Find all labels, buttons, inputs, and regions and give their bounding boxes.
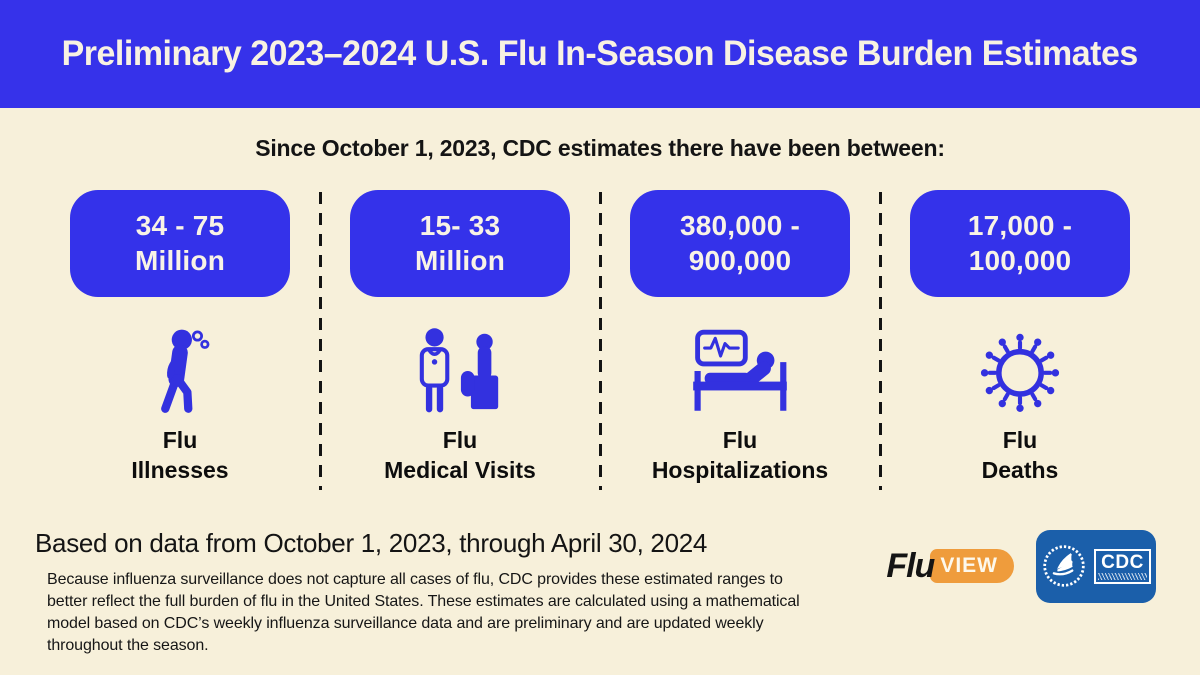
column-label: Flu Deaths <box>982 425 1059 486</box>
column-label: Flu Hospitalizations <box>652 425 828 486</box>
subtitle: Since October 1, 2023, CDC estimates the… <box>255 135 945 161</box>
hhs-eagle-icon <box>1043 545 1085 587</box>
range-line1: 17,000 - <box>967 210 1073 242</box>
data-range-heading: Based on data from October 1, 2023, thro… <box>35 528 708 558</box>
range-line1: 380,000 - <box>679 210 801 242</box>
dashed-divider <box>318 192 322 490</box>
column-flu-medical-visits: 15- 33 Million Flu Medical Visits <box>322 190 599 486</box>
hospital-bed-icon <box>687 323 793 419</box>
column-flu-deaths: 17,000 - 100,000 <box>882 190 1159 486</box>
column-label: Flu Illnesses <box>131 425 228 486</box>
column-flu-hospitalizations: 380,000 - 900,000 Flu Hospitalizations <box>602 190 879 486</box>
dashed-divider <box>878 192 882 490</box>
column-flu-illnesses: 34 - 75 Million Flu Illnesses <box>42 190 319 486</box>
range-line1: 34 - 75 <box>135 210 225 242</box>
range-line2: Million <box>414 244 506 276</box>
estimate-range-badge: 15- 33 Million <box>350 190 570 297</box>
virus-icon <box>974 323 1066 419</box>
estimate-range-badge: 380,000 - 900,000 <box>630 190 850 297</box>
title-banner: Preliminary 2023–2024 U.S. Flu In-Season… <box>0 0 1200 108</box>
estimate-range-badge: 17,000 - 100,000 <box>910 190 1130 297</box>
estimate-range-badge: 34 - 75 Million <box>70 190 290 297</box>
label-line1: Flu <box>722 427 758 453</box>
sneezing-person-icon <box>134 323 226 419</box>
range-line2: 100,000 <box>968 244 1072 276</box>
footer-section: Based on data from October 1, 2023, thro… <box>0 528 1200 657</box>
cdc-logo: CDC <box>1036 529 1156 603</box>
label-line2: Deaths <box>981 457 1059 484</box>
doctor-patient-icon <box>410 323 510 419</box>
fluview-logo-view-text: VIEW <box>930 549 1014 583</box>
fluview-logo: Flu VIEW <box>886 547 1014 586</box>
page-title: Preliminary 2023–2024 U.S. Flu In-Season… <box>61 34 1139 73</box>
logo-row: Flu VIEW CDC <box>886 528 1156 604</box>
cdc-logo-text: CDC <box>1094 548 1151 584</box>
column-label: Flu Medical Visits <box>384 425 536 486</box>
label-line2: Medical Visits <box>384 457 536 484</box>
estimate-columns: 34 - 75 Million Flu Illnesses 15- 33 Mil… <box>0 190 1200 490</box>
range-line1: 15- 33 <box>419 210 501 242</box>
range-line2: Million <box>134 244 226 276</box>
label-line2: Hospitalizations <box>651 457 829 484</box>
label-line1: Flu <box>1002 427 1038 453</box>
dashed-divider <box>598 192 602 490</box>
label-line1: Flu <box>442 427 478 453</box>
label-line1: Flu <box>162 427 198 453</box>
disclaimer-text: Because influenza surveillance does not … <box>47 571 800 654</box>
fluview-logo-flu-text: Flu <box>886 546 935 585</box>
label-line2: Illnesses <box>131 457 229 484</box>
range-line2: 900,000 <box>688 244 792 276</box>
